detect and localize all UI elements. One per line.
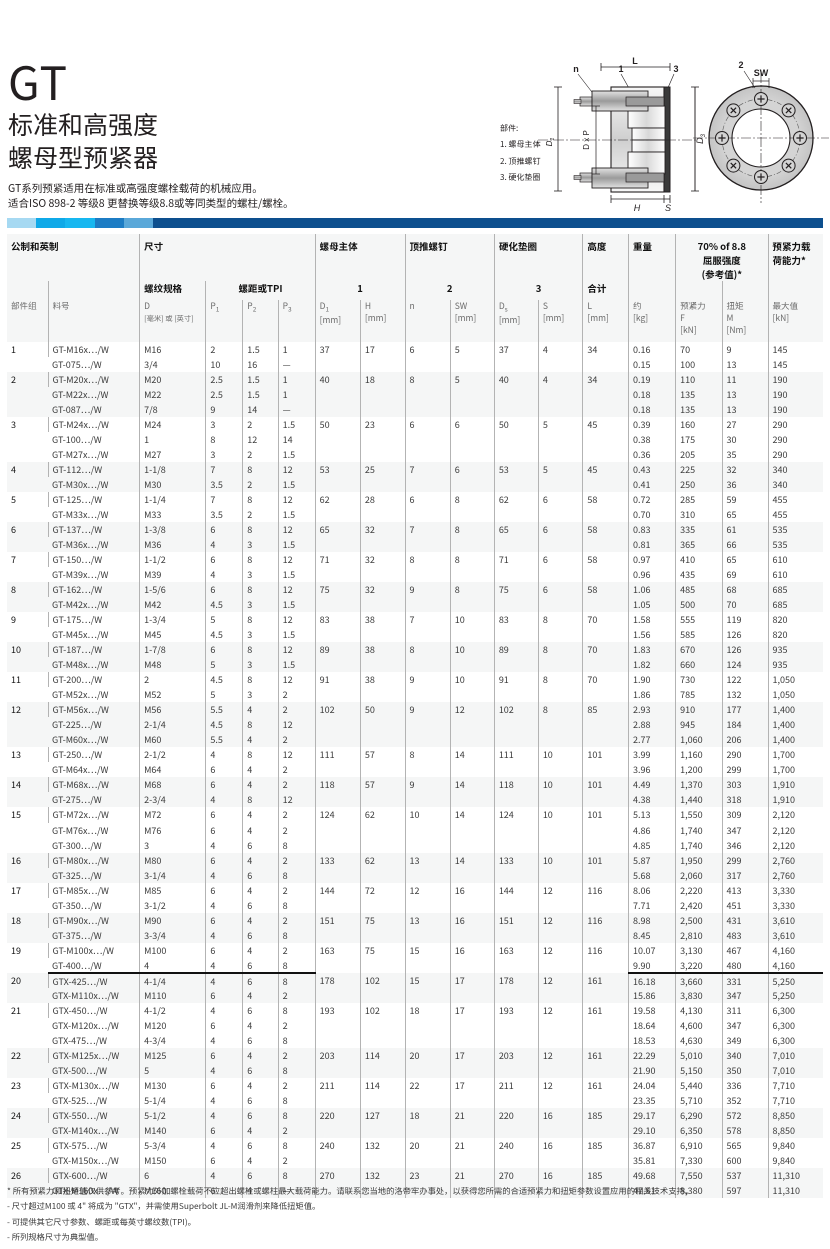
- svg-text:S: S: [665, 203, 671, 213]
- svg-text:D1: D1: [545, 138, 556, 147]
- svg-text:n: n: [573, 64, 579, 74]
- svg-text:1: 1: [618, 64, 623, 74]
- svg-text:2: 2: [738, 60, 743, 70]
- svg-text:SW: SW: [754, 68, 769, 78]
- svg-text:H: H: [634, 203, 641, 213]
- svg-text:D x P: D x P: [582, 130, 591, 150]
- svg-text:L: L: [632, 56, 638, 66]
- svg-text:3: 3: [673, 64, 678, 74]
- svg-text:D3: D3: [695, 133, 707, 144]
